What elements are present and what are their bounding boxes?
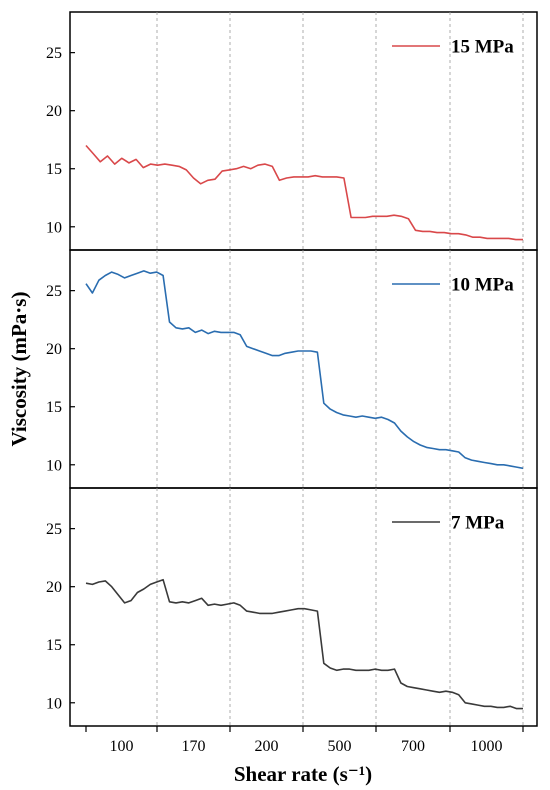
y-axis-title: Viscosity (mPa·s) xyxy=(7,292,31,447)
y-tick-label: 25 xyxy=(46,45,62,62)
x-tick-label: 500 xyxy=(328,738,352,755)
legend-label: 15 MPa xyxy=(451,37,514,58)
y-tick-label: 10 xyxy=(46,695,62,712)
legend-label: 10 MPa xyxy=(451,275,514,296)
series-lines xyxy=(86,146,523,709)
x-axis-title: Shear rate (s⁻¹) xyxy=(234,762,372,786)
x-axis-ticks: 100 170 200 500 700 1000 xyxy=(86,726,523,755)
y-tick-label: 10 xyxy=(46,457,62,474)
y-tick-label: 20 xyxy=(46,103,62,120)
series-line-2 xyxy=(86,580,523,709)
x-tick-label: 700 xyxy=(401,738,425,755)
y-tick-label: 10 xyxy=(46,219,62,236)
y-tick-label: 15 xyxy=(46,637,62,654)
legends: 15 MPa 10 MPa 7 MPa xyxy=(392,37,514,534)
step-gridlines xyxy=(157,12,523,726)
y-tick-label: 25 xyxy=(46,521,62,538)
y-tick-label: 20 xyxy=(46,341,62,358)
y-tick-label: 25 xyxy=(46,283,62,300)
series-line-1 xyxy=(86,271,523,468)
x-tick-label: 1000 xyxy=(471,738,503,755)
legend-label: 7 MPa xyxy=(451,513,505,534)
series-line-0 xyxy=(86,146,523,240)
y-tick-label: 15 xyxy=(46,161,62,178)
y-tick-label: 20 xyxy=(46,579,62,596)
y-tick-label: 15 xyxy=(46,399,62,416)
x-tick-label: 170 xyxy=(182,738,206,755)
x-tick-label: 100 xyxy=(110,738,134,755)
x-tick-label: 200 xyxy=(255,738,279,755)
